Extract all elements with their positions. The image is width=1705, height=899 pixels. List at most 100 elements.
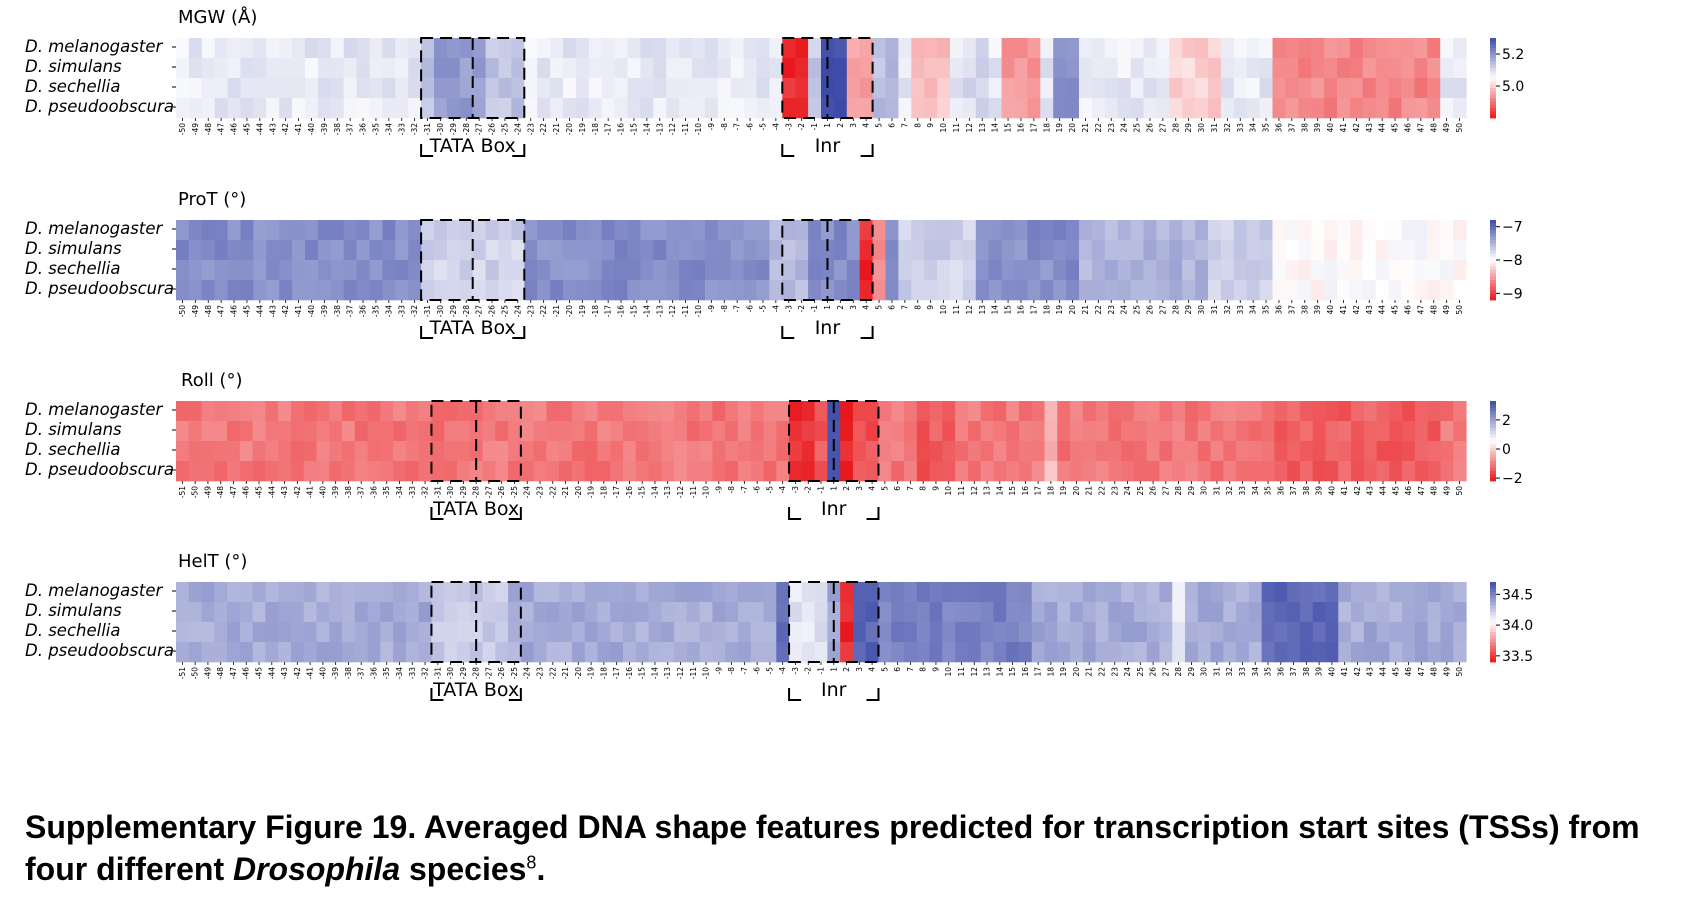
heatmap-cell <box>1440 280 1454 301</box>
heatmap-cell <box>674 401 688 422</box>
heatmap-cell <box>1414 220 1428 241</box>
heatmap-cell <box>1018 401 1033 422</box>
heatmap-cell <box>408 260 422 281</box>
heatmap-cell <box>763 582 777 603</box>
heatmap-cell <box>317 58 332 79</box>
heatmap-cell <box>1324 280 1338 301</box>
heatmap-cell <box>686 401 701 422</box>
heatmap-cell <box>1259 58 1274 79</box>
x-tick-label: -24 <box>513 123 522 135</box>
inr-bracket <box>788 688 880 701</box>
heatmap-cell <box>459 260 474 281</box>
heatmap-cell <box>559 441 573 462</box>
heatmap-cell <box>393 602 407 623</box>
x-tick-label: -6 <box>746 123 755 131</box>
heatmap-cell <box>279 240 293 261</box>
x-tick-label: -20 <box>574 486 583 498</box>
heatmap-cell <box>795 240 809 261</box>
x-tick-label: 14 <box>991 305 1000 315</box>
heatmap-cell <box>1057 461 1071 482</box>
heatmap-cell <box>1351 642 1365 663</box>
heatmap-cell <box>421 38 435 59</box>
heatmap-cell <box>201 78 216 99</box>
x-tick-label: 47 <box>1417 667 1426 677</box>
x-tick-label: -22 <box>539 123 548 135</box>
inr-label: Inr <box>815 317 841 339</box>
heatmap-cell <box>369 98 383 119</box>
heatmap-cell <box>814 582 828 603</box>
heatmap-cell <box>975 78 990 99</box>
heatmap-cell <box>498 98 512 119</box>
heatmap-cell <box>1311 78 1325 99</box>
x-tick-label: 30 <box>1197 123 1206 133</box>
heatmap-cell <box>537 98 551 119</box>
heatmap-cell <box>354 421 369 442</box>
heatmap-cell <box>317 240 332 261</box>
heatmap-cell <box>699 602 714 623</box>
caption-italic: Drosophila <box>232 851 401 887</box>
x-tick-label: 13 <box>983 486 992 496</box>
heatmap-cell <box>1143 38 1157 59</box>
heatmap-cell <box>459 38 474 59</box>
heatmap-cell <box>699 461 714 482</box>
colorbar-segment <box>1490 414 1496 419</box>
heatmap-cell <box>329 401 343 422</box>
heatmap-cell <box>763 461 777 482</box>
x-tick-label: 31 <box>1212 667 1221 677</box>
heatmap-cell <box>814 602 828 623</box>
heatmap-cell <box>1453 622 1467 643</box>
x-tick-label: 8 <box>919 486 928 491</box>
heatmap-cell <box>1018 461 1033 482</box>
heatmap-cell <box>239 441 254 462</box>
heatmap-cell <box>1197 421 1212 442</box>
x-tick-label: 23 <box>1107 305 1116 315</box>
heatmap-cell <box>382 260 396 281</box>
heatmap-cell <box>279 220 293 241</box>
heatmap-cell <box>252 461 267 482</box>
heatmap-cell <box>686 642 701 663</box>
x-tick-label: -14 <box>642 305 651 317</box>
heatmap-cell <box>214 461 228 482</box>
heatmap-cell <box>1351 582 1365 603</box>
heatmap-cell <box>1208 240 1222 261</box>
heatmap-cell <box>924 38 938 59</box>
x-tick-label: 9 <box>931 667 940 672</box>
heatmap-cell <box>1117 58 1132 79</box>
heatmap-cell <box>1014 220 1028 241</box>
heatmap-cell <box>846 220 861 241</box>
heatmap-cell <box>1082 441 1097 462</box>
heatmap-cell <box>253 280 267 301</box>
x-tick-label: -19 <box>587 486 596 498</box>
heatmap-cell <box>950 98 964 119</box>
heatmap-cell <box>584 421 599 442</box>
heatmap-cell <box>1208 78 1222 99</box>
heatmap-cell <box>188 260 203 281</box>
heatmap-cell <box>1104 260 1119 281</box>
heatmap-cell <box>1001 240 1016 261</box>
x-tick-label: -33 <box>397 305 406 317</box>
heatmap-cell <box>1210 622 1224 643</box>
heatmap-cell <box>942 622 956 643</box>
heatmap-cell <box>924 58 938 79</box>
heatmap-cell <box>1414 38 1428 59</box>
heatmap-cell <box>1325 642 1339 663</box>
heatmap-cell <box>1298 98 1312 119</box>
heatmap-cell <box>1362 260 1377 281</box>
x-tick-label: 27 <box>1158 305 1167 315</box>
heatmap-cell <box>1182 38 1196 59</box>
x-tick-label: 16 <box>1021 486 1030 496</box>
heatmap-cell <box>852 441 867 462</box>
x-tick-label: 19 <box>1059 486 1068 496</box>
colorbar-segment <box>1490 84 1496 89</box>
x-tick-label: 36 <box>1276 667 1285 677</box>
x-tick-label: 19 <box>1055 123 1064 133</box>
heatmap-cell <box>1285 220 1299 241</box>
heatmap-cell <box>640 220 654 241</box>
heatmap-cell <box>459 58 474 79</box>
x-tick-label: -42 <box>293 486 302 498</box>
x-tick-label: 41 <box>1340 486 1349 496</box>
x-tick-label: 25 <box>1136 667 1145 677</box>
heatmap-cell <box>846 98 861 119</box>
heatmap-cell <box>1312 401 1327 422</box>
heatmap-cell <box>1427 441 1442 462</box>
